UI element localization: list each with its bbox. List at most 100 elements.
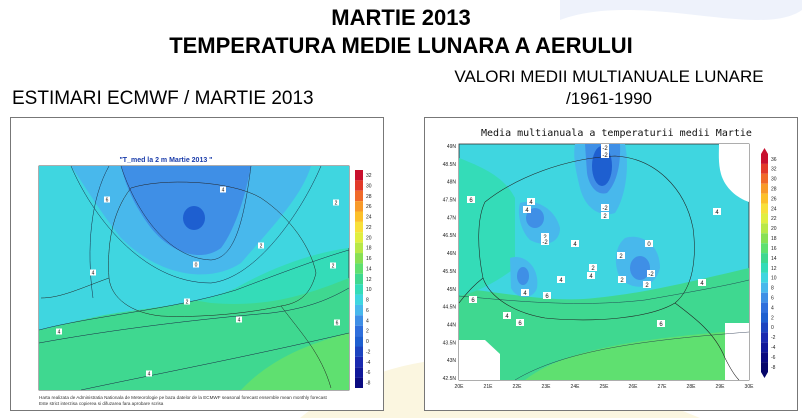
clim-border	[478, 155, 695, 321]
climatology-colorbar-tick: 6	[771, 295, 774, 301]
svg-text:4: 4	[559, 278, 563, 284]
ecmwf-colorbar-tick: 0	[366, 339, 369, 345]
ecmwf-colorbar-tick: 24	[366, 215, 372, 221]
climatology-colorbar-swatch	[761, 253, 768, 263]
climatology-colorbar-swatch	[761, 213, 768, 224]
ecmwf-zone-lightgreen	[241, 333, 349, 390]
ecmwf-colorbar-tick: 16	[366, 256, 372, 262]
contour-label: 4	[146, 370, 152, 378]
clim-zone-white	[459, 340, 500, 380]
ecmwf-colorbar-swatch	[355, 273, 363, 285]
ecmwf-colorbar-swatch	[355, 190, 363, 202]
climatology-colorbar-swatch	[761, 292, 768, 303]
climatology-colorbar-swatch	[761, 163, 768, 174]
ecmwf-colorbar-tick: -6	[366, 370, 371, 376]
ecmwf-colorbar-tick: 32	[366, 173, 372, 179]
svg-text:2: 2	[620, 278, 624, 284]
contour-label: 4	[713, 208, 721, 216]
svg-text:4: 4	[589, 274, 593, 280]
ecmwf-colorbar-tick: 2	[366, 329, 369, 335]
clim-border	[458, 277, 484, 304]
contour-label: 6	[104, 196, 110, 204]
climatology-colorbar-swatch	[761, 243, 768, 254]
svg-text:2: 2	[619, 254, 623, 260]
svg-text:-2: -2	[542, 240, 548, 246]
latitude-tick-label: 44.5N	[443, 305, 457, 311]
longitude-tick-label: 23E	[542, 384, 552, 390]
clim-contour-labels: -2 -2 6 4 4 -2 2 4 2 0 -2 2 2 -2 4 2 4 2…	[467, 144, 721, 328]
ecmwf-colorbar-tick: 4	[366, 318, 369, 324]
ecmwf-colorbar-tick: 22	[366, 225, 372, 231]
longitude-tick-label: 21E	[484, 384, 494, 390]
contour-label: -2	[601, 204, 609, 212]
right-heading-line1: VALORI MEDII MULTIANUALE LUNARE	[454, 67, 764, 86]
longitude-tick-label: 22E	[513, 384, 523, 390]
ecmwf-border	[40, 277, 110, 299]
climatology-colorbar-arrow-top	[761, 148, 768, 154]
climatology-colorbar-swatch	[761, 272, 768, 283]
latitude-tick-label: 46N	[447, 251, 457, 257]
latitude-tick-label: 45.5N	[443, 269, 457, 275]
climatology-colorbar-swatch	[761, 233, 768, 244]
ecmwf-colorbar-tick: 8	[366, 298, 369, 304]
ecmwf-colorbar-swatch	[355, 336, 363, 347]
climatology-colorbar-swatch	[761, 362, 768, 372]
ecmwf-colorbar-tick: 30	[366, 183, 372, 189]
longitude-tick-label: 26E	[629, 384, 639, 390]
contour-label: -2	[601, 144, 609, 152]
climatology-colorbar-tick: 14	[771, 256, 777, 262]
climatology-colorbar-tick: 18	[771, 236, 777, 242]
climatology-colorbar-swatch	[761, 154, 768, 164]
svg-text:6: 6	[106, 198, 109, 204]
climatology-colorbar-swatch	[761, 263, 768, 273]
climatology-colorbar-tick: -6	[771, 355, 776, 361]
longitude-tick-label: 29E	[716, 384, 726, 390]
contour-label: 4	[56, 328, 62, 336]
ecmwf-colorbar-swatch	[355, 315, 363, 326]
clim-border	[674, 302, 740, 381]
contour-label: -2	[647, 270, 655, 278]
ecmwf-contour	[38, 287, 350, 344]
contour-label: 4	[527, 198, 535, 206]
contour-label: 4	[557, 276, 565, 284]
contour-label: 2	[333, 199, 339, 207]
climatology-colorbar-tick: 8	[771, 286, 774, 292]
longitude-ticks: 20E 21E 22E 23E 24E 25E 26E 27E 28E 29E 30E	[455, 384, 755, 390]
contour-label: 4	[571, 240, 579, 248]
right-heading-line2: /1961-1990	[565, 89, 653, 108]
contour-label: 4	[236, 316, 242, 324]
clim-zone-midblue	[517, 267, 529, 285]
contour-label: 2	[184, 298, 190, 306]
svg-text:6: 6	[545, 294, 549, 300]
ecmwf-colorbar-tick: 12	[366, 277, 372, 283]
ecmwf-footnote-1: Harta realizata de Administratia Nationa…	[39, 395, 327, 400]
ecmwf-colorbar-swatch	[355, 367, 363, 378]
climatology-colorbar-swatch	[761, 332, 768, 343]
climatology-colorbar-swatch	[761, 173, 768, 184]
ecmwf-colorbar-swatch	[355, 232, 363, 243]
ecmwf-zone-deepblue	[183, 206, 205, 230]
ecmwf-contour-labels: 6 4 2 0 2 4 2 2 4 4 6 4	[56, 186, 340, 378]
contour-label: 2	[601, 212, 609, 220]
ecmwf-contour	[89, 165, 110, 299]
climatology-colorbar-swatch	[761, 193, 768, 204]
latitude-ticks: 49N 48.5N 48N 47.5N 47N 46.5N 46N 45.5N 45N 44.5N…	[443, 144, 457, 382]
svg-text:4: 4	[700, 281, 704, 287]
climatology-colorbar-swatch	[761, 302, 768, 313]
ecmwf-colorbar-swatch	[355, 211, 363, 222]
contour-label: 6	[543, 292, 551, 300]
page-title: MARTIE 2013 TEMPERATURA MEDIE LUNARA A A…	[0, 4, 802, 60]
ecmwf-colorbar-tick: 10	[366, 287, 372, 293]
ecmwf-map-title: "T_med la 2 m Martie 2013 "	[119, 157, 213, 164]
longitude-tick-label: 20E	[455, 384, 465, 390]
svg-text:4: 4	[238, 318, 241, 324]
clim-zone-white	[725, 323, 749, 380]
ecmwf-colorbar-swatch	[355, 377, 363, 388]
longitude-tick-label: 27E	[658, 384, 668, 390]
svg-text:4: 4	[573, 242, 577, 248]
contour-label: 6	[467, 196, 475, 204]
svg-text:2: 2	[335, 201, 338, 207]
ecmwf-colorbar-swatch	[355, 253, 363, 264]
